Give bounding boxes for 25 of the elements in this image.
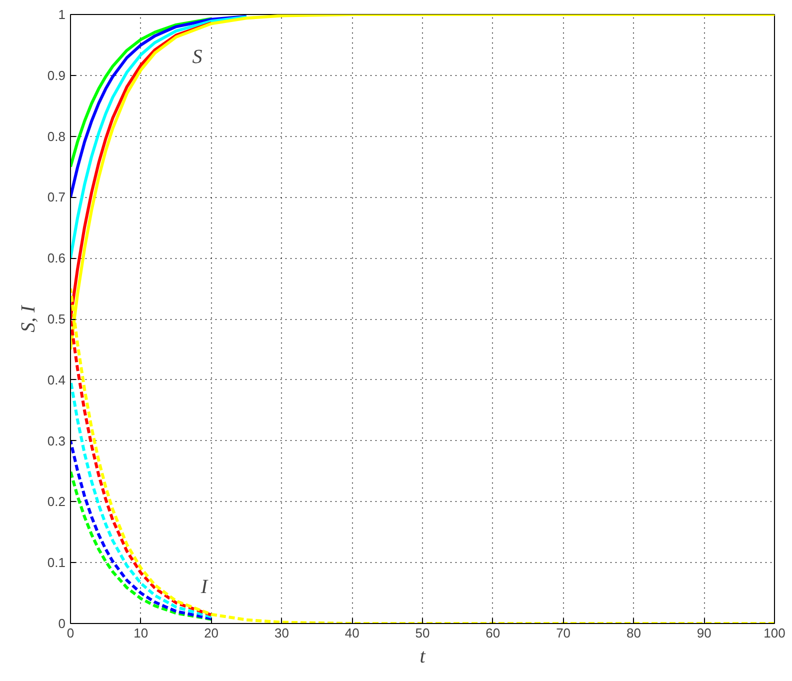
y-tick-label: 1 <box>58 7 66 22</box>
x-tick-label: 70 <box>556 626 571 640</box>
y-tick-label: 0.6 <box>47 250 66 266</box>
y-axis-title: S, I <box>17 304 40 332</box>
x-tick-label: 30 <box>274 626 289 640</box>
y-tick-label: 0.3 <box>47 433 66 448</box>
x-tick-label: 10 <box>134 626 148 640</box>
y-tick-label: 0.1 <box>47 555 66 570</box>
x-tick-label: 40 <box>344 626 360 640</box>
y-tick-label: 0.5 <box>47 312 66 326</box>
x-tick-label: 100 <box>764 626 786 640</box>
annotation: S <box>192 46 202 68</box>
x-tick-label: 80 <box>626 626 641 640</box>
y-tick-label: 0.8 <box>47 128 66 144</box>
x-tick-label: 20 <box>204 626 219 640</box>
annotation: I <box>200 576 209 598</box>
x-tick-label: 50 <box>415 626 430 640</box>
y-tick-label: 0.9 <box>47 68 66 83</box>
x-axis-title: t <box>420 646 426 668</box>
y-tick-label: 0 <box>58 616 66 631</box>
y-tick-label: 0.4 <box>47 372 66 388</box>
y-tick-label: 0.7 <box>47 190 66 205</box>
x-tick-label: 90 <box>696 626 712 640</box>
y-tick-label: 0.2 <box>47 494 66 510</box>
x-tick-label: 60 <box>486 626 500 640</box>
